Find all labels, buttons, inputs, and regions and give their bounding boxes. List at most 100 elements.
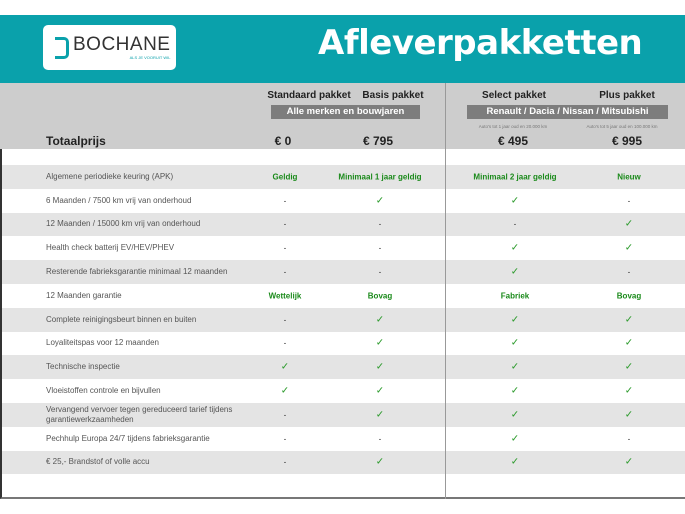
row-label: Pechhulp Europa 24/7 tijdens fabrieksgar…: [46, 433, 210, 443]
dash-cell: -: [283, 457, 287, 467]
logo-words: BOCHANE ALS JE VOORUIT WIL: [73, 35, 170, 60]
row-label: 6 Maanden / 7500 km vrij van onderhoud: [46, 195, 192, 205]
check-icon: ✓: [624, 409, 634, 421]
package-note-select: Auto's tot 1 jaar oud en 20.000 km: [478, 124, 548, 129]
price-select: € 495: [497, 134, 529, 148]
check-icon: ✓: [375, 385, 385, 397]
check-icon: ✓: [624, 314, 634, 326]
table-row: Technische inspectie ✓ ✓ ✓ ✓: [2, 355, 685, 380]
value-cell: Bovag: [367, 291, 393, 301]
check-icon: ✓: [624, 242, 634, 254]
dash-cell: -: [378, 434, 382, 444]
dash-cell: -: [627, 196, 631, 206]
price-plus: € 995: [611, 134, 643, 148]
table-row: 6 Maanden / 7500 km vrij van onderhoud - ✓…: [2, 189, 685, 213]
table-row: Complete reinigingsbeurt binnen en buite…: [2, 307, 685, 332]
dash-cell: -: [627, 434, 631, 444]
value-cell: Bovag: [616, 291, 642, 301]
table-row: Pechhulp Europa 24/7 tijdens fabrieksgar…: [2, 427, 685, 451]
row-label: 12 Maanden / 15000 km vrij van onderhoud: [46, 219, 201, 229]
package-name-basis: Basis pakket: [362, 90, 424, 101]
dash-cell: -: [378, 243, 382, 253]
check-icon: ✓: [510, 433, 520, 445]
check-icon: ✓: [624, 337, 634, 349]
table-row: 12 Maanden / 15000 km vrij van onderhoud…: [2, 212, 685, 237]
check-icon: ✓: [510, 314, 520, 326]
logo-tagline: ALS JE VOORUIT WIL: [129, 55, 171, 60]
check-icon: ✓: [375, 337, 385, 349]
table-row: Vervangend vervoer tegen gereduceerd tar…: [2, 403, 685, 427]
check-icon: ✓: [624, 385, 634, 397]
row-label: 12 Maanden garantie: [46, 290, 122, 300]
value-cell: Geldig: [272, 172, 298, 182]
check-icon: ✓: [375, 195, 385, 207]
check-icon: ✓: [375, 314, 385, 326]
row-label: Complete reinigingsbeurt binnen en buite…: [46, 314, 197, 324]
dash-cell: -: [283, 219, 287, 229]
row-label: Resterende fabrieksgarantie minimaal 12 …: [46, 267, 228, 277]
row-label: Loyaliteitspas voor 12 maanden: [46, 338, 159, 348]
row-label: Technische inspectie: [46, 362, 120, 372]
dash-cell: -: [283, 243, 287, 253]
check-icon: ✓: [510, 242, 520, 254]
comparison-table: Algemene periodieke keuring (APK) Geldig M…: [0, 149, 685, 499]
logo-mark-icon: [55, 36, 69, 59]
dash-cell: -: [283, 196, 287, 206]
check-icon: ✓: [510, 456, 520, 468]
dash-cell: -: [378, 219, 382, 229]
total-label: Totaalprijs: [46, 134, 106, 148]
check-icon: ✓: [280, 361, 290, 373]
row-label: Algemene periodieke keuring (APK): [46, 171, 174, 181]
check-icon: ✓: [375, 456, 385, 468]
row-label: € 25,- Brandstof of volle accu: [46, 457, 150, 467]
row-label: Vervangend vervoer tegen gereduceerd tar…: [46, 404, 233, 424]
package-name-standaard: Standaard pakket: [267, 90, 351, 101]
header-banner: BOCHANE ALS JE VOORUIT WIL Afleverpakket…: [0, 15, 685, 83]
check-icon: ✓: [375, 361, 385, 373]
dash-cell: -: [627, 267, 631, 277]
row-label: Vloeistoffen controle en bijvullen: [46, 386, 161, 396]
check-icon: ✓: [280, 385, 290, 397]
check-icon: ✓: [624, 218, 634, 230]
check-icon: ✓: [510, 361, 520, 373]
page-title: Afleverpakketten: [318, 23, 643, 63]
price-standaard: € 0: [274, 134, 292, 148]
value-cell: Minimaal 2 jaar geldig: [473, 172, 557, 182]
check-icon: ✓: [510, 385, 520, 397]
package-header: Standaard pakket Basis pakket Select pak…: [0, 83, 685, 149]
group-label-brands: Renault / Dacia / Nissan / Mitsubishi: [467, 105, 668, 119]
table-row: Loyaliteitspas voor 12 maanden - ✓ ✓ ✓: [2, 332, 685, 356]
table-row: 12 Maanden garantie Wettelijk Bovag Fabriek…: [2, 284, 685, 308]
bochane-logo: BOCHANE ALS JE VOORUIT WIL: [43, 25, 176, 70]
row-label: Health check batterij EV/HEV/PHEV: [46, 243, 175, 253]
check-icon: ✓: [510, 409, 520, 421]
value-cell: Nieuw: [617, 172, 641, 182]
logo-text: BOCHANE: [73, 34, 171, 55]
table-row: Resterende fabrieksgarantie minimaal 12 …: [2, 260, 685, 284]
dash-cell: -: [513, 219, 517, 229]
check-icon: ✓: [510, 266, 520, 278]
check-icon: ✓: [510, 337, 520, 349]
dash-cell: -: [283, 315, 287, 325]
value-cell: Minimaal 1 jaar geldig: [338, 172, 422, 182]
package-name-plus: Plus pakket: [599, 90, 655, 101]
dash-cell: -: [378, 267, 382, 277]
group-label-all-brands: Alle merken en bouwjaren: [271, 105, 420, 119]
value-cell: Fabriek: [500, 291, 530, 301]
dash-cell: -: [283, 267, 287, 277]
check-icon: ✓: [375, 409, 385, 421]
dash-cell: -: [283, 434, 287, 444]
table-row: Health check batterij EV/HEV/PHEV - - ✓ ✓: [2, 236, 685, 260]
price-basis: € 795: [362, 134, 394, 148]
dash-cell: -: [283, 410, 287, 420]
value-cell: Wettelijk: [268, 291, 302, 301]
check-icon: ✓: [624, 456, 634, 468]
table-row: Algemene periodieke keuring (APK) Geldig M…: [2, 165, 685, 189]
package-note-plus: Auto's tot 5 jaar oud en 100.000 km: [586, 124, 658, 129]
check-icon: ✓: [624, 361, 634, 373]
table-row: € 25,- Brandstof of volle accu - ✓ ✓ ✓: [2, 450, 685, 475]
table-row: Vloeistoffen controle en bijvullen ✓ ✓ ✓ ✓: [2, 379, 685, 403]
package-name-select: Select pakket: [482, 90, 546, 101]
dash-cell: -: [283, 338, 287, 348]
check-icon: ✓: [510, 195, 520, 207]
